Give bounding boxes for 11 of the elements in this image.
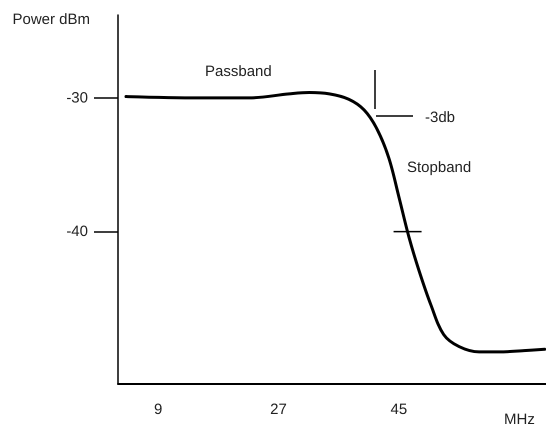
annotation: Passband (205, 63, 272, 80)
y-tick-label: -30 (66, 89, 88, 106)
annotation: Stopband (407, 159, 472, 176)
x-axis-title: MHz (504, 411, 535, 427)
y-axis-title: Power dBm (12, 11, 90, 28)
x-tick-label: 45 (390, 401, 408, 418)
y-tick-label: -40 (66, 223, 88, 240)
annotation: -3db (425, 109, 456, 126)
x-tick-label: 27 (270, 401, 287, 418)
x-tick-label: 9 (154, 401, 162, 418)
line-series (124, 91, 546, 354)
